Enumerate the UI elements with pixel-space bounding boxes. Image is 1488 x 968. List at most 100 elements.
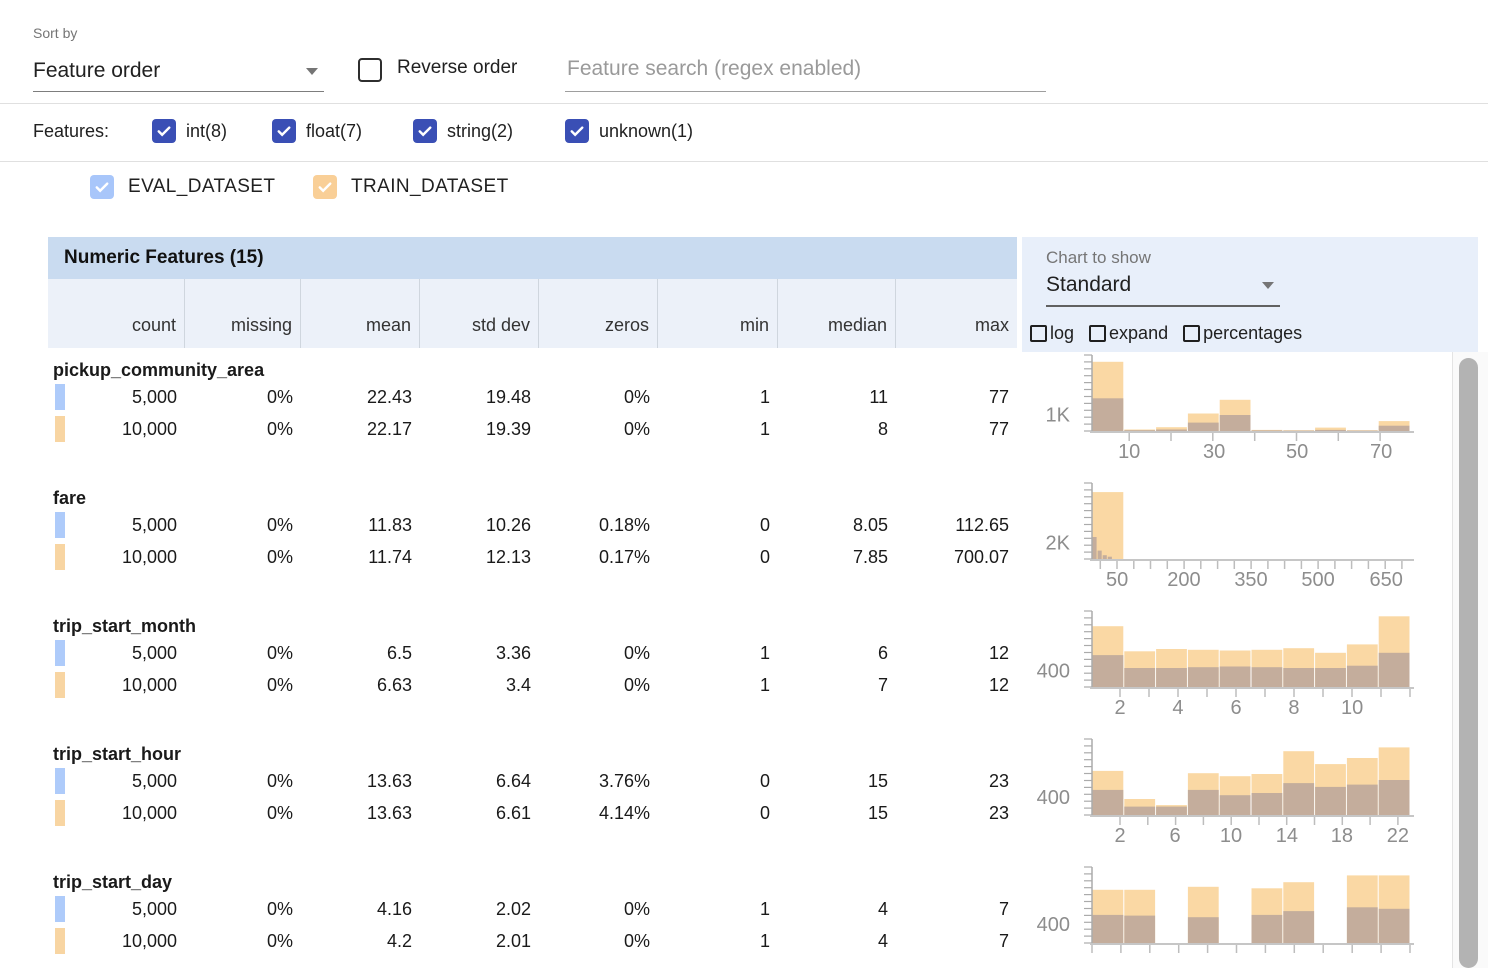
feature-type-checkbox-float[interactable]: float(7) [272, 119, 362, 143]
chart-type-select[interactable]: Standard [1046, 269, 1280, 307]
chevron-down-icon [306, 68, 318, 75]
stats-row-train: 10,0000%11.7412.130.17%07.85700.07 [48, 541, 1017, 573]
feature-block-trip_start_month: trip_start_month5,0000%6.53.360%161210,0… [48, 604, 1017, 732]
stat-value: 4.14% [539, 797, 658, 829]
checkbox-checked-icon[interactable] [152, 119, 176, 143]
svg-text:10: 10 [1118, 441, 1140, 463]
eval-dataset-marker [55, 896, 65, 922]
column-header-std-dev: std dev [420, 279, 539, 348]
svg-text:2K: 2K [1046, 532, 1071, 554]
feature-name: trip_start_hour [48, 732, 1017, 765]
svg-text:4: 4 [1172, 697, 1183, 719]
chart-option-label: percentages [1203, 323, 1302, 344]
sort-by-label: Sort by [33, 25, 77, 41]
stat-value: 4 [778, 925, 896, 957]
column-header-min: min [658, 279, 778, 348]
checkbox-unchecked-icon[interactable] [1030, 325, 1047, 342]
stat-value: 22.17 [301, 413, 420, 445]
svg-text:6: 6 [1231, 697, 1242, 719]
stat-value: 0.17% [539, 541, 658, 573]
svg-text:18: 18 [1331, 825, 1353, 847]
stat-value: 3.36 [420, 637, 539, 669]
divider [0, 103, 1488, 104]
vertical-scrollbar-track[interactable] [1452, 352, 1488, 968]
eval-dataset-marker [55, 384, 65, 410]
numeric-features-header: Numeric Features (15) [48, 237, 1017, 279]
feature-type-checkbox-int[interactable]: int(8) [152, 119, 227, 143]
histogram-trip_start_month: 246810400 [1022, 606, 1452, 739]
checkbox-checked-icon[interactable] [272, 119, 296, 143]
stat-value: 5,000 [48, 381, 185, 413]
vertical-scrollbar-thumb[interactable] [1459, 358, 1478, 968]
stat-value: 1 [658, 669, 778, 701]
stat-value: 0% [185, 509, 301, 541]
feature-type-label: string(2) [447, 121, 513, 142]
stat-value: 0% [185, 541, 301, 573]
stats-row-eval: 5,0000%4.162.020%147 [48, 893, 1017, 925]
stat-value: 11.74 [301, 541, 420, 573]
feature-block-trip_start_hour: trip_start_hour5,0000%13.636.643.76%0152… [48, 732, 1017, 860]
checkbox-checked-icon[interactable] [313, 175, 337, 199]
histogram-pickup_community_area: 103050701K [1022, 350, 1452, 483]
chevron-down-icon [1262, 282, 1274, 289]
eval-dataset-marker [55, 768, 65, 794]
stat-value: 11.83 [301, 509, 420, 541]
stat-value: 23 [896, 765, 1017, 797]
feature-name: pickup_community_area [48, 348, 1017, 381]
stats-row-train: 10,0000%22.1719.390%1877 [48, 413, 1017, 445]
eval-dataset-marker [55, 640, 65, 666]
column-header-mean: mean [301, 279, 420, 348]
histogram-trip_start_day: 400 [1022, 862, 1452, 968]
checkbox-checked-icon[interactable] [565, 119, 589, 143]
svg-text:8: 8 [1288, 697, 1299, 719]
feature-name: fare [48, 476, 1017, 509]
train-dataset-marker [55, 800, 65, 826]
chart-type-value: Standard [1046, 273, 1262, 305]
stat-value: 11 [778, 381, 896, 413]
svg-text:70: 70 [1370, 441, 1392, 463]
stat-value: 0% [539, 669, 658, 701]
sort-order-select[interactable]: Feature order [33, 50, 324, 92]
stat-value: 13.63 [301, 797, 420, 829]
column-header-median: median [778, 279, 896, 348]
feature-type-checkbox-unknown[interactable]: unknown(1) [565, 119, 693, 143]
stat-value: 6.5 [301, 637, 420, 669]
stat-value: 0% [185, 925, 301, 957]
reverse-order-checkbox[interactable] [358, 58, 382, 82]
svg-text:10: 10 [1341, 697, 1363, 719]
chart-option-expand[interactable]: expand [1089, 323, 1168, 344]
chart-option-percentages[interactable]: percentages [1183, 323, 1302, 344]
stat-value: 0% [185, 765, 301, 797]
dataset-checkbox-eval_dataset[interactable]: EVAL_DATASET [90, 175, 275, 199]
stat-value: 4.16 [301, 893, 420, 925]
checkbox-checked-icon[interactable] [90, 175, 114, 199]
feature-type-checkbox-string[interactable]: string(2) [413, 119, 513, 143]
stat-value: 12 [896, 669, 1017, 701]
divider [0, 161, 1488, 162]
stat-value: 1 [658, 637, 778, 669]
stat-value: 7 [778, 669, 896, 701]
histogram-trip_start_hour: 2610141822400 [1022, 734, 1452, 867]
stats-row-eval: 5,0000%22.4319.480%11177 [48, 381, 1017, 413]
reverse-order-label: Reverse order [397, 57, 517, 79]
svg-text:50: 50 [1286, 441, 1308, 463]
svg-text:400: 400 [1037, 660, 1070, 682]
dataset-checkbox-train_dataset[interactable]: TRAIN_DATASET [313, 175, 509, 199]
feature-search-input[interactable] [565, 52, 1046, 92]
stat-value: 4 [778, 893, 896, 925]
svg-text:350: 350 [1234, 569, 1267, 591]
checkbox-checked-icon[interactable] [413, 119, 437, 143]
checkbox-unchecked-icon[interactable] [1183, 325, 1200, 342]
column-header-zeros: zeros [539, 279, 658, 348]
feature-block-trip_start_day: trip_start_day5,0000%4.162.020%14710,000… [48, 860, 1017, 968]
stat-value: 112.65 [896, 509, 1017, 541]
feature-type-label: unknown(1) [599, 121, 693, 142]
chart-option-log[interactable]: log [1030, 323, 1074, 344]
stat-value: 0% [539, 925, 658, 957]
train-dataset-marker [55, 544, 65, 570]
checkbox-unchecked-icon[interactable] [1089, 325, 1106, 342]
stat-value: 0% [539, 637, 658, 669]
stat-value: 10,000 [48, 925, 185, 957]
stat-value: 12 [896, 637, 1017, 669]
train-dataset-marker [55, 416, 65, 442]
